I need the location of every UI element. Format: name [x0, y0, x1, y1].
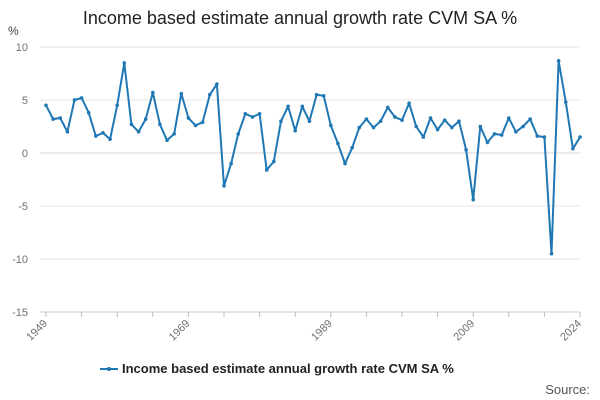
data-point[interactable]: [58, 116, 63, 120]
data-point[interactable]: [115, 103, 119, 108]
data-point[interactable]: [457, 119, 461, 123]
data-point[interactable]: [307, 119, 312, 123]
x-tick-label: 2024: [558, 318, 584, 344]
data-point[interactable]: [229, 161, 233, 166]
x-tick-label: 2009: [452, 318, 478, 344]
data-point[interactable]: [272, 159, 276, 164]
data-point[interactable]: [207, 92, 212, 97]
data-point[interactable]: [257, 111, 262, 116]
data-point[interactable]: [44, 103, 48, 108]
data-point[interactable]: [393, 115, 397, 119]
data-point[interactable]: [450, 125, 454, 130]
data-point[interactable]: [321, 93, 326, 98]
data-point[interactable]: [336, 141, 340, 146]
data-point[interactable]: [314, 92, 319, 97]
data-point[interactable]: [428, 116, 433, 120]
data-point[interactable]: [215, 82, 219, 86]
data-point[interactable]: [563, 100, 568, 104]
y-tick-label: 5: [22, 95, 28, 107]
data-point[interactable]: [200, 120, 205, 125]
data-point[interactable]: [286, 104, 290, 109]
data-point[interactable]: [143, 117, 148, 121]
data-point[interactable]: [122, 61, 127, 65]
data-point[interactable]: [578, 135, 582, 139]
data-point[interactable]: [186, 116, 191, 120]
grid-lines: [40, 46, 580, 313]
data-point[interactable]: [108, 137, 112, 142]
y-tick-label: -10: [12, 254, 28, 266]
data-point[interactable]: [179, 91, 184, 96]
data-point[interactable]: [172, 132, 176, 136]
data-point[interactable]: [414, 124, 419, 129]
data-point[interactable]: [435, 127, 440, 132]
x-tick-label: 1949: [24, 318, 50, 344]
data-point[interactable]: [51, 117, 55, 121]
data-point[interactable]: [364, 117, 369, 121]
data-point[interactable]: [421, 135, 426, 139]
data-point[interactable]: [542, 135, 547, 139]
source-label[interactable]: Source:: [545, 382, 590, 397]
data-point[interactable]: [521, 124, 525, 129]
data-point[interactable]: [101, 131, 105, 135]
data-point[interactable]: [464, 148, 468, 152]
y-tick-label: 0: [22, 148, 28, 160]
data-point[interactable]: [136, 130, 141, 134]
data-point[interactable]: [129, 122, 134, 127]
x-tick-label: 1969: [167, 318, 193, 344]
series-line[interactable]: [45, 59, 581, 255]
y-axis: % 10 5 0 -5 -10 -15: [8, 24, 28, 319]
data-point[interactable]: [94, 134, 98, 138]
data-point[interactable]: [492, 132, 497, 136]
data-point[interactable]: [86, 110, 91, 115]
x-axis: 1949 1969 1989 2009 2024: [24, 311, 584, 344]
data-point[interactable]: [236, 132, 241, 136]
data-point[interactable]: [514, 130, 518, 134]
legend-label[interactable]: Income based estimate annual growth rate…: [122, 361, 454, 376]
data-point[interactable]: [371, 125, 376, 130]
data-point[interactable]: [535, 134, 540, 138]
data-point[interactable]: [279, 119, 283, 123]
y-tick-label: -5: [18, 201, 28, 213]
data-point[interactable]: [549, 251, 554, 256]
data-point[interactable]: [222, 184, 226, 188]
y-tick-label: 10: [16, 42, 28, 54]
data-point[interactable]: [158, 122, 162, 127]
data-point[interactable]: [79, 96, 84, 100]
y-unit-label: %: [8, 24, 19, 38]
data-point[interactable]: [357, 125, 362, 130]
data-point[interactable]: [378, 119, 383, 123]
data-point[interactable]: [485, 140, 490, 145]
legend[interactable]: Income based estimate annual growth rate…: [100, 361, 454, 376]
data-point[interactable]: [151, 90, 155, 95]
data-point[interactable]: [72, 98, 77, 102]
data-point[interactable]: [499, 133, 504, 137]
data-point[interactable]: [300, 104, 305, 109]
data-point[interactable]: [478, 124, 483, 129]
data-point[interactable]: [264, 168, 269, 172]
data-point[interactable]: [65, 130, 70, 134]
data-point[interactable]: [407, 101, 411, 105]
data-point[interactable]: [507, 116, 511, 120]
data-point[interactable]: [329, 123, 333, 128]
data-point[interactable]: [471, 197, 476, 202]
chart-title: Income based estimate annual growth rate…: [82, 8, 518, 28]
y-tick-label: -15: [12, 307, 28, 319]
data-point[interactable]: [193, 123, 198, 128]
data-point[interactable]: [556, 58, 561, 63]
data-point[interactable]: [343, 161, 347, 166]
data-point[interactable]: [243, 111, 248, 116]
data-point[interactable]: [293, 128, 298, 133]
data-point[interactable]: [165, 138, 169, 143]
data-point[interactable]: [250, 115, 255, 119]
legend-marker: [107, 367, 111, 371]
data-point[interactable]: [528, 117, 532, 121]
series-layer: [44, 58, 582, 256]
data-point[interactable]: [350, 145, 354, 150]
data-point[interactable]: [442, 118, 447, 122]
x-tick-label: 1989: [309, 318, 335, 344]
data-point[interactable]: [571, 146, 575, 151]
data-point[interactable]: [400, 118, 404, 122]
data-point[interactable]: [385, 105, 390, 110]
